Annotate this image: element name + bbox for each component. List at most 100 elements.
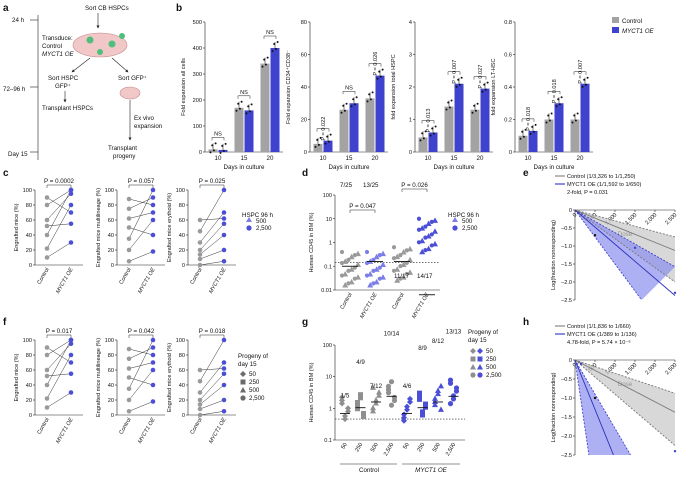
f-control-point bbox=[44, 367, 50, 373]
b-point-control bbox=[264, 63, 267, 66]
b-sig-label: P = 0.007 bbox=[452, 60, 458, 84]
e-data-point bbox=[593, 234, 597, 237]
d-point-circle bbox=[391, 268, 397, 273]
b-sig-bracket bbox=[316, 128, 330, 132]
c-ytick-label: 80 bbox=[179, 203, 185, 209]
g-point bbox=[388, 402, 395, 408]
b-point-oe bbox=[324, 142, 327, 145]
f-control-point bbox=[126, 397, 132, 403]
b-point-oe bbox=[431, 127, 434, 130]
h-control-ci-lo bbox=[574, 359, 676, 394]
f-oe-point bbox=[221, 371, 227, 377]
f-pair-line bbox=[46, 392, 72, 408]
d-ytick-label: 100 bbox=[323, 193, 332, 199]
sort-gfp-label: Sort GFP⁺ bbox=[118, 75, 147, 82]
b-bar-control-20 bbox=[260, 63, 270, 152]
b-ytick-label: 400 bbox=[193, 46, 202, 52]
f-pair-line bbox=[199, 373, 225, 401]
b-sig-label: P = 0.022 bbox=[321, 117, 327, 141]
g-point bbox=[438, 406, 444, 412]
g-frac-1: 4/9 bbox=[356, 359, 365, 366]
b-point-oe bbox=[531, 125, 534, 128]
h-oe-fit bbox=[574, 359, 614, 456]
b-point-control bbox=[474, 109, 477, 112]
b-sig-bracket bbox=[573, 71, 587, 75]
g-point bbox=[339, 394, 345, 401]
h-ytick-label: –0.5 bbox=[561, 377, 572, 383]
d-point-circle bbox=[429, 219, 434, 224]
b-point-oe bbox=[455, 85, 458, 88]
b-sig-label: P = 0.007 bbox=[578, 60, 584, 84]
g-point bbox=[423, 401, 428, 407]
panel-d-chart: 100 10 1 0.1 0.01 Human CD45 in BM (%) Control… bbox=[309, 182, 440, 320]
f-pair-line bbox=[46, 339, 72, 356]
b-bar-oe-20 bbox=[480, 88, 490, 152]
f-pair-line bbox=[128, 401, 154, 412]
f-xcat-control: Control bbox=[119, 417, 133, 436]
g-ylabel: Human CD45 in BM (%) bbox=[309, 362, 315, 422]
c-ytick-label: 100 bbox=[23, 188, 32, 194]
c-pair-line bbox=[128, 219, 154, 251]
b-point-oe bbox=[584, 83, 587, 86]
d-point-circle bbox=[429, 243, 434, 248]
c-pair-line bbox=[46, 189, 72, 236]
b-bar-oe-20 bbox=[580, 83, 590, 152]
h-control-fit bbox=[574, 359, 676, 413]
panel-c-charts: 0 20 40 60 80 100 Engrafted mice (%) Control MYC… bbox=[14, 178, 236, 295]
b-sig-bracket bbox=[521, 118, 535, 122]
b-xtick-label: 10 bbox=[525, 155, 532, 162]
b-point-control bbox=[450, 99, 453, 102]
f-ytick-label: 40 bbox=[26, 383, 32, 389]
f-ytick-label: 60 bbox=[108, 368, 114, 374]
b-bar-control-15 bbox=[339, 109, 349, 152]
d-point-circle bbox=[391, 256, 397, 261]
expansion-label: expansion bbox=[134, 123, 163, 130]
f-oe-point bbox=[150, 367, 156, 373]
b-bar-oe-15 bbox=[244, 110, 254, 152]
g-frac-4: 4/6 bbox=[403, 383, 412, 390]
g-point bbox=[404, 403, 410, 410]
b-point-control bbox=[237, 102, 240, 105]
b-point-control bbox=[369, 98, 372, 101]
b-point-oe bbox=[276, 41, 279, 43]
d-point-circle bbox=[391, 245, 397, 250]
g-xtick-label: 500 bbox=[370, 442, 380, 453]
b-point-control bbox=[316, 138, 319, 141]
b-point-control bbox=[263, 58, 266, 61]
panel-d: d 100 10 1 0.1 0.01 Human CD45 in BM (%) Contr… bbox=[302, 168, 480, 320]
d-point-circle bbox=[377, 253, 382, 258]
h-oe-ci bbox=[575, 360, 631, 455]
d-xcat: MYCT1 OE bbox=[411, 292, 431, 320]
c-control-point bbox=[126, 225, 132, 230]
f-oe-point bbox=[150, 345, 156, 350]
g-point bbox=[401, 414, 407, 421]
g-point bbox=[417, 393, 422, 399]
g-xtick-label: 500 bbox=[432, 442, 442, 453]
b-point-oe bbox=[558, 103, 561, 106]
b-xtick-label: 15 bbox=[241, 155, 248, 162]
e-ytick-label: –2.0 bbox=[561, 280, 572, 286]
b-point-oe bbox=[434, 125, 437, 128]
b-xtick-label: 20 bbox=[372, 155, 379, 162]
b-point-control bbox=[448, 106, 451, 109]
b-point-control bbox=[550, 112, 553, 115]
g-point bbox=[407, 395, 413, 402]
b-point-oe bbox=[560, 96, 563, 99]
b-bar-oe-10 bbox=[323, 140, 333, 152]
virus-icon bbox=[86, 33, 125, 55]
b-bar-oe-15 bbox=[454, 83, 464, 152]
d-xcat: MYCT1 OE bbox=[359, 292, 379, 320]
c-control-point bbox=[44, 223, 50, 229]
f-legend-title-1: Progeny of bbox=[238, 353, 268, 360]
g-point bbox=[388, 379, 395, 385]
h-oe-ci-lo bbox=[574, 359, 631, 456]
g-frac-2: 7/12 bbox=[370, 383, 383, 390]
b-point-oe bbox=[353, 103, 356, 106]
b-point-control bbox=[445, 108, 448, 111]
d-point-circle bbox=[423, 248, 428, 253]
c-ylabel-0: Engrafted mice (%) bbox=[14, 203, 20, 251]
f-legend-label: 250 bbox=[249, 379, 260, 386]
panel-label-c: c bbox=[3, 168, 9, 179]
g-point bbox=[385, 390, 392, 396]
